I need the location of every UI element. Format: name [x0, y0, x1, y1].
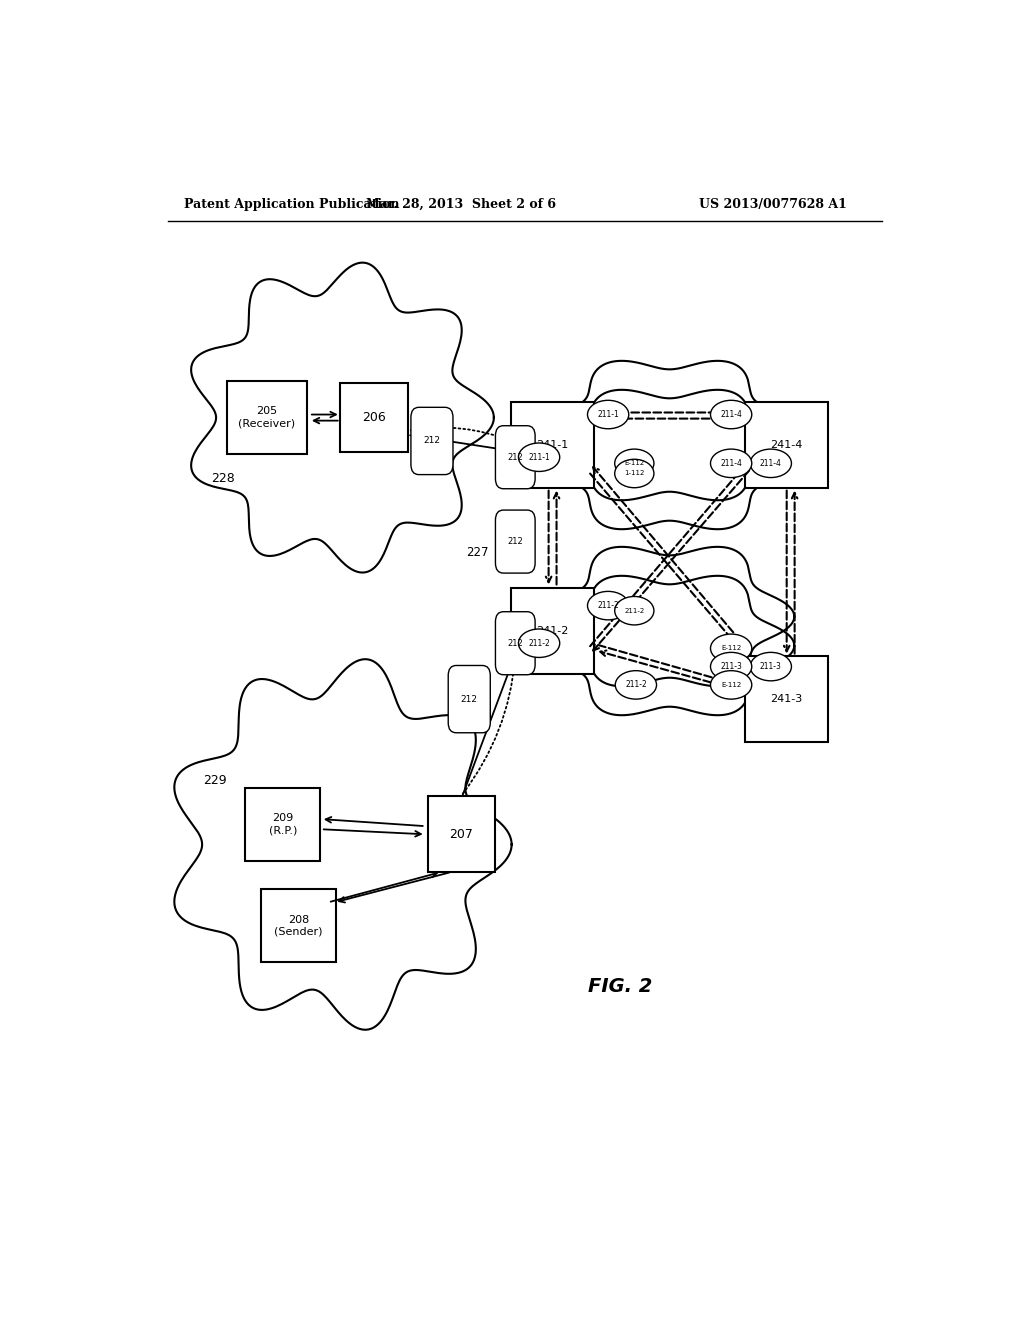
Text: 211-4: 211-4	[720, 411, 742, 418]
Text: 212: 212	[424, 437, 440, 445]
FancyBboxPatch shape	[340, 383, 408, 453]
Text: 227: 227	[467, 546, 489, 560]
Text: 211-2: 211-2	[625, 680, 647, 689]
FancyBboxPatch shape	[428, 796, 495, 873]
Text: 211-3: 211-3	[720, 663, 742, 671]
FancyBboxPatch shape	[496, 611, 536, 675]
Ellipse shape	[711, 449, 752, 478]
FancyBboxPatch shape	[496, 426, 536, 488]
Text: US 2013/0077628 A1: US 2013/0077628 A1	[699, 198, 847, 211]
Text: E-112: E-112	[625, 461, 644, 466]
Text: 211-3: 211-3	[760, 663, 781, 671]
Ellipse shape	[711, 652, 752, 681]
FancyBboxPatch shape	[261, 890, 336, 962]
Text: E-112: E-112	[721, 645, 741, 651]
FancyBboxPatch shape	[496, 510, 536, 573]
Ellipse shape	[751, 449, 792, 478]
Text: FIG. 2: FIG. 2	[588, 977, 652, 997]
Text: 208
(Sender): 208 (Sender)	[274, 915, 323, 937]
Text: E-112: E-112	[721, 682, 741, 688]
Ellipse shape	[614, 597, 654, 624]
Text: 241-3: 241-3	[771, 694, 803, 704]
Text: 206: 206	[362, 411, 386, 424]
Text: 212: 212	[508, 453, 523, 462]
Polygon shape	[191, 263, 494, 573]
FancyBboxPatch shape	[411, 408, 453, 475]
Text: 207: 207	[450, 828, 473, 841]
Text: 212: 212	[508, 639, 523, 648]
Text: 212: 212	[508, 537, 523, 546]
Text: 228: 228	[211, 473, 236, 484]
Polygon shape	[545, 360, 795, 500]
Ellipse shape	[518, 444, 560, 471]
Ellipse shape	[588, 400, 629, 429]
FancyBboxPatch shape	[449, 665, 490, 733]
Polygon shape	[545, 576, 795, 715]
FancyBboxPatch shape	[227, 381, 306, 454]
Text: 229: 229	[204, 774, 227, 787]
Text: 209
(R.P.): 209 (R.P.)	[268, 813, 297, 836]
Text: 211-2: 211-2	[625, 607, 644, 614]
Text: 211-1: 211-1	[597, 411, 618, 418]
Polygon shape	[545, 389, 795, 529]
Text: 211-4: 211-4	[760, 459, 781, 467]
Text: Mar. 28, 2013  Sheet 2 of 6: Mar. 28, 2013 Sheet 2 of 6	[367, 198, 556, 211]
Ellipse shape	[711, 634, 752, 663]
Text: 1-112: 1-112	[625, 470, 644, 477]
Text: 241-1: 241-1	[537, 440, 568, 450]
Ellipse shape	[751, 652, 792, 681]
FancyBboxPatch shape	[745, 401, 828, 488]
FancyBboxPatch shape	[745, 656, 828, 742]
Text: 212: 212	[461, 694, 478, 704]
Ellipse shape	[711, 671, 752, 700]
Text: 205
(Receiver): 205 (Receiver)	[239, 407, 296, 429]
Text: 211-4: 211-4	[720, 459, 742, 467]
Ellipse shape	[588, 591, 629, 620]
Ellipse shape	[518, 630, 560, 657]
Ellipse shape	[615, 671, 656, 700]
Polygon shape	[174, 659, 512, 1030]
Polygon shape	[545, 546, 795, 686]
Text: 211-2: 211-2	[597, 601, 618, 610]
Ellipse shape	[711, 400, 752, 429]
Ellipse shape	[614, 459, 654, 487]
Text: Patent Application Publication: Patent Application Publication	[183, 198, 399, 211]
Text: 241-2: 241-2	[537, 626, 568, 636]
Text: 211-2: 211-2	[528, 639, 550, 648]
Text: 211-1: 211-1	[528, 453, 550, 462]
FancyBboxPatch shape	[511, 401, 594, 488]
Text: 241-4: 241-4	[770, 440, 803, 450]
Ellipse shape	[614, 449, 654, 478]
FancyBboxPatch shape	[511, 587, 594, 675]
FancyBboxPatch shape	[245, 788, 321, 861]
